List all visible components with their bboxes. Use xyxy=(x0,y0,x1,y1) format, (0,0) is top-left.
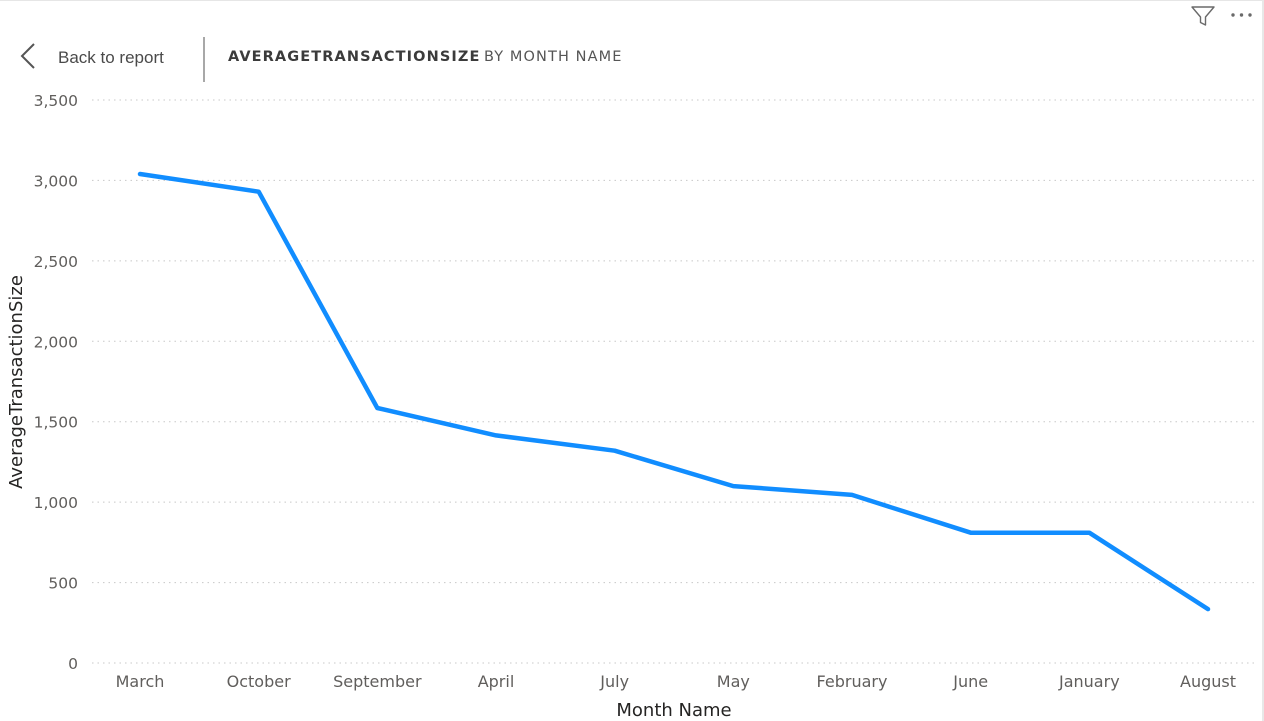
x-tick-label: May xyxy=(717,672,750,691)
data-point[interactable] xyxy=(256,189,262,195)
data-point[interactable] xyxy=(374,405,380,411)
x-tick-label: February xyxy=(817,672,888,691)
data-point[interactable] xyxy=(849,492,855,498)
x-tick-label: June xyxy=(952,672,988,691)
data-point[interactable] xyxy=(612,448,618,454)
filter-icon[interactable] xyxy=(1190,4,1216,28)
x-axis-title: Month Name xyxy=(616,700,731,721)
x-tick-label: October xyxy=(227,672,291,691)
x-axis-ticks: March October September April July May Februar… xyxy=(116,672,1236,691)
y-axis-title: AverageTransactionSize xyxy=(6,275,27,489)
visual-title-dimension: BY MONTH NAME xyxy=(484,49,623,65)
y-tick-label: 500 xyxy=(48,575,78,593)
x-tick-label: July xyxy=(599,672,629,691)
visual-title-measure: AVERAGETRANSACTIONSIZE xyxy=(228,49,481,65)
x-tick-label: August xyxy=(1180,672,1236,691)
x-tick-label: March xyxy=(116,672,165,691)
x-tick-label: January xyxy=(1058,672,1120,691)
more-options-icon[interactable] xyxy=(1230,4,1254,28)
chevron-left-icon xyxy=(18,42,38,74)
data-point[interactable] xyxy=(1086,530,1092,536)
x-tick-label: April xyxy=(478,672,515,691)
right-border xyxy=(1262,0,1264,721)
nav-divider xyxy=(203,37,205,82)
y-tick-label: 0 xyxy=(68,655,78,673)
back-to-report-label: Back to report xyxy=(58,48,164,67)
back-to-report-button[interactable]: Back to report xyxy=(18,42,164,74)
x-tick-label: September xyxy=(333,672,422,691)
y-tick-label: 2,500 xyxy=(34,253,78,271)
visual-header-icons xyxy=(1190,4,1254,28)
data-point[interactable] xyxy=(730,483,736,489)
series-layer xyxy=(137,171,1211,612)
y-tick-label: 1,500 xyxy=(34,414,78,432)
visual-nav-bar: Back to report AVERAGETRANSACTIONSIZE BY… xyxy=(0,30,800,84)
y-tick-label: 3,000 xyxy=(34,172,78,190)
y-tick-label: 2,000 xyxy=(34,333,78,351)
y-axis-ticks: 0 500 1,000 1,500 2,000 2,500 3,000 3,500 xyxy=(34,92,78,673)
y-tick-label: 3,500 xyxy=(34,92,78,110)
data-point[interactable] xyxy=(137,171,143,177)
data-point[interactable] xyxy=(493,432,499,438)
top-border xyxy=(0,0,1264,1)
data-point[interactable] xyxy=(968,530,974,536)
series-line[interactable] xyxy=(137,171,1211,612)
data-point[interactable] xyxy=(1205,606,1211,612)
gridlines xyxy=(92,99,1258,664)
y-tick-label: 1,000 xyxy=(34,494,78,512)
